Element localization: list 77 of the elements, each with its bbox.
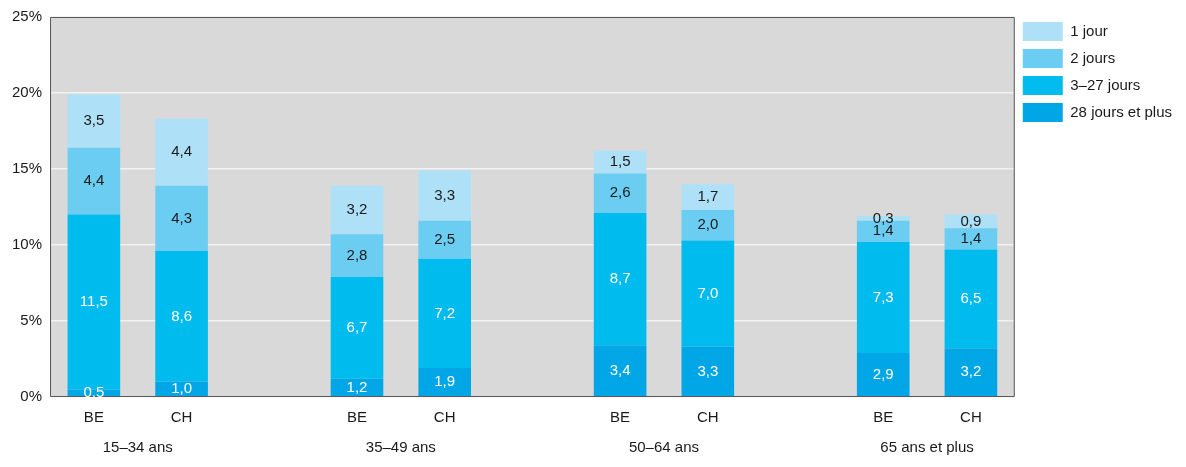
y-tick-label: 25%	[11, 7, 43, 25]
data-label: 2,6	[609, 183, 631, 201]
text: 65 ans et plus	[880, 438, 974, 456]
y-tick-label: 5%	[20, 311, 43, 329]
x-tick-label: CH	[960, 408, 982, 426]
bar	[418, 220, 472, 259]
data-label: 2,8	[346, 245, 368, 263]
data-label: 1,9	[434, 372, 456, 390]
data-label: 7,0	[697, 283, 719, 301]
data-label: 1,5	[609, 152, 631, 170]
x-tick-label: CH	[433, 408, 456, 426]
data-label: 1,2	[346, 377, 368, 395]
legend-label: 3–27 jours	[1070, 75, 1141, 93]
bar	[418, 170, 472, 221]
data-label: 7,2	[434, 303, 456, 321]
data-label: 3,2	[346, 200, 368, 218]
text: 35–49 ans	[365, 438, 436, 456]
data-label: 3,2	[960, 362, 982, 380]
bar	[593, 173, 647, 214]
data-label: 3,3	[434, 185, 456, 203]
legend-label: 2 jours	[1070, 48, 1116, 66]
x-tick-label: BE	[610, 408, 631, 426]
data-label: 4,3	[171, 208, 193, 226]
data-label: 7,3	[872, 287, 894, 305]
bar	[856, 352, 910, 397]
y-tick-label: 10%	[11, 235, 43, 253]
bar	[944, 249, 998, 349]
bar	[67, 147, 121, 215]
bar	[681, 240, 735, 347]
legend-label: 1 jour	[1070, 21, 1108, 39]
bar	[681, 346, 735, 397]
x-tick-label: CH	[170, 408, 193, 426]
text: 50–64 ans	[628, 438, 699, 456]
data-label: 3,5	[83, 111, 105, 129]
data-label: 3,4	[609, 360, 631, 378]
x-tick-label: BE	[83, 408, 104, 426]
data-label: 2,5	[434, 229, 456, 247]
data-label: 4,4	[83, 171, 105, 189]
bar	[681, 210, 735, 241]
x-tick-label: BE	[873, 408, 894, 426]
data-label: 8,6	[171, 306, 193, 324]
y-tick-label: 20%	[11, 83, 43, 101]
bar	[856, 241, 910, 353]
data-label: 0,5	[83, 382, 105, 400]
data-label: 2,0	[697, 215, 719, 233]
data-label: 1,4	[960, 229, 982, 247]
data-label: 1,7	[697, 187, 719, 205]
bar	[593, 345, 647, 397]
bar	[330, 234, 384, 277]
bar	[155, 185, 208, 252]
bar	[944, 228, 998, 250]
bar	[418, 368, 472, 397]
bar	[593, 150, 647, 174]
x-tick-label: CH	[696, 408, 719, 426]
data-label: 1,0	[171, 379, 193, 397]
bar	[330, 276, 384, 379]
bar	[67, 94, 121, 148]
bar	[155, 118, 208, 186]
data-label: 11,5	[79, 292, 108, 310]
text: 15–34 ans	[102, 438, 173, 456]
bar	[593, 213, 647, 346]
data-label: 8,7	[609, 269, 631, 287]
bar	[155, 251, 208, 382]
data-label: 4,4	[171, 142, 193, 160]
bar	[418, 258, 472, 369]
y-tick-label: 15%	[11, 159, 43, 177]
data-label: 6,7	[346, 317, 368, 335]
y-tick-label: 0%	[20, 387, 43, 405]
data-label: 6,5	[960, 289, 982, 307]
bar	[944, 348, 998, 397]
data-label: 3,3	[697, 361, 719, 379]
bar	[681, 184, 735, 211]
data-label: 0,9	[960, 211, 982, 229]
data-label: 2,9	[872, 364, 894, 382]
legend-label: 28 jours et plus	[1070, 102, 1173, 120]
x-tick-label: BE	[346, 408, 367, 426]
bar	[330, 185, 384, 235]
